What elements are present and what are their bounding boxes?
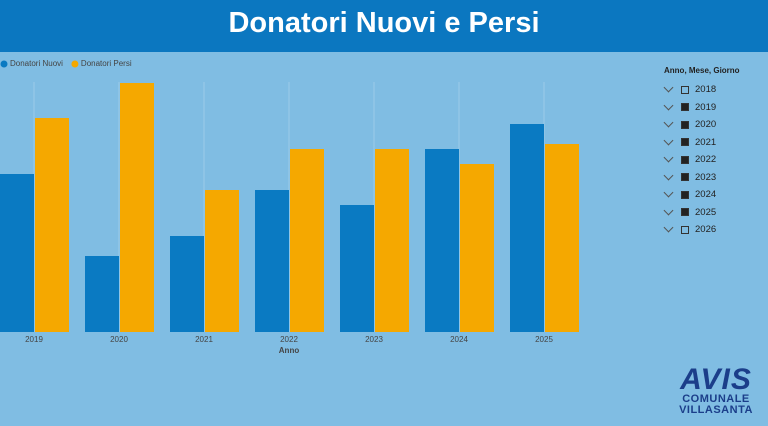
- slicer-item[interactable]: 2025: [660, 204, 760, 222]
- bar: [510, 124, 544, 332]
- slicer-title: Anno, Mese, Giorno: [664, 66, 740, 75]
- bar: [35, 118, 69, 332]
- checkbox[interactable]: [681, 208, 689, 217]
- bar: [120, 83, 154, 332]
- slicer-label: 2021: [695, 136, 717, 148]
- bar: [460, 164, 494, 332]
- checkbox[interactable]: [681, 155, 689, 164]
- legend-label: Donatori Persi: [81, 59, 132, 68]
- slicer-item[interactable]: 2023: [660, 169, 760, 187]
- slicer-label: 2018: [695, 84, 717, 96]
- expand-icon[interactable]: [663, 135, 674, 146]
- x-tick-label: 2019: [25, 335, 43, 344]
- slicer-label: 2023: [695, 171, 717, 183]
- checkbox[interactable]: [681, 103, 689, 112]
- expand-icon[interactable]: [663, 187, 674, 198]
- bar: [0, 174, 34, 332]
- checkbox[interactable]: [681, 173, 689, 182]
- legend-label: Donatori Nuovi: [10, 59, 63, 68]
- x-tick-label: 2025: [535, 335, 553, 344]
- bar: [545, 144, 579, 332]
- slicer: Anno, Mese, Giorno 2018 2019 2020 2021 2022 2…: [660, 66, 760, 239]
- logo-line: VILLASANTA: [679, 404, 753, 416]
- expand-icon[interactable]: [663, 222, 674, 233]
- bar: [375, 149, 409, 332]
- x-tick-label: 2020: [110, 335, 128, 344]
- slicer-item[interactable]: 2024: [660, 186, 760, 204]
- checkbox[interactable]: [681, 225, 689, 234]
- x-tick-label: 2021: [195, 335, 213, 344]
- expand-icon[interactable]: [663, 152, 674, 163]
- checkbox[interactable]: [681, 190, 689, 199]
- bar: [170, 236, 204, 332]
- slicer-label: 2026: [695, 224, 717, 236]
- bar: [290, 149, 324, 332]
- logo-line: COMUNALE: [682, 393, 750, 405]
- slicer-label: 2022: [695, 154, 717, 166]
- bar: [85, 256, 119, 332]
- bar: [425, 149, 459, 332]
- slicer-item[interactable]: 2021: [660, 134, 760, 152]
- bar: [205, 190, 239, 332]
- bar: [255, 190, 289, 332]
- bar: [340, 205, 374, 332]
- slicer-item[interactable]: 2018: [660, 81, 760, 99]
- slicer-label: 2025: [695, 206, 717, 218]
- title: Donatori Nuovi e Persi: [0, 0, 768, 52]
- expand-icon[interactable]: [663, 82, 674, 93]
- slicer-item[interactable]: 2020: [660, 116, 760, 134]
- expand-icon[interactable]: [663, 117, 674, 128]
- slicer-item[interactable]: 2022: [660, 151, 760, 169]
- checkbox[interactable]: [681, 85, 689, 94]
- x-tick-label: 2022: [280, 335, 298, 344]
- x-axis-title: Anno: [279, 346, 300, 355]
- x-tick-label: 2023: [365, 335, 383, 344]
- slicer-item[interactable]: 2026: [660, 221, 760, 239]
- expand-icon[interactable]: [663, 205, 674, 216]
- slicer-item[interactable]: 2019: [660, 99, 760, 117]
- checkbox[interactable]: [681, 120, 689, 129]
- slicer-label: 2020: [695, 119, 717, 131]
- chart: Donatori Nuovi Donatori Persi 2019 2020 2021…: [0, 59, 579, 355]
- checkbox[interactable]: [681, 138, 689, 147]
- x-tick-label: 2024: [450, 335, 468, 344]
- slicer-label: 2024: [695, 189, 717, 201]
- expand-icon[interactable]: [663, 170, 674, 181]
- logo: AVIS COMUNALE VILLASANTA: [670, 363, 762, 416]
- logo-name: AVIS: [680, 363, 752, 396]
- expand-icon[interactable]: [663, 100, 674, 111]
- legend-swatch: [0, 60, 8, 68]
- legend-swatch: [71, 60, 79, 68]
- slicer-label: 2019: [695, 101, 717, 113]
